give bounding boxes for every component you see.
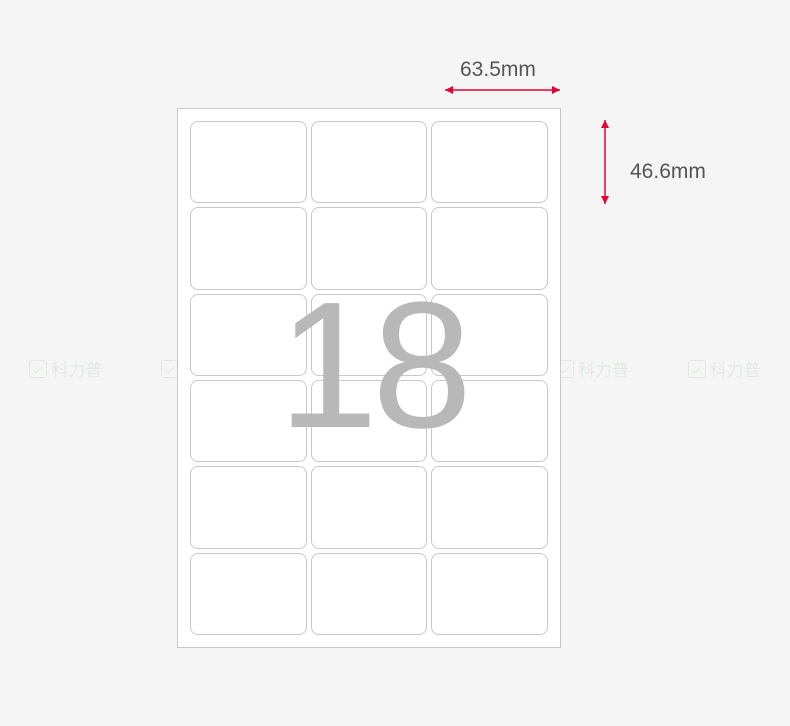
label-cell: [190, 553, 307, 635]
watermark-item: 科力普: [688, 356, 761, 381]
label-cell: [431, 553, 548, 635]
watermark-text: 科力普: [710, 356, 761, 381]
watermark-item: 科力普: [556, 356, 629, 381]
label-cell: [311, 121, 428, 203]
count-number: 18: [278, 276, 466, 456]
width-dimension-arrow: [435, 80, 570, 100]
height-dimension-arrow: [595, 110, 615, 214]
height-dimension-label: 46.6mm: [630, 160, 706, 184]
label-diagram: 科力普科力普科力普科力普科力普科力普 18 63.5mm 46.6mm: [0, 0, 790, 726]
watermark-text: 科力普: [578, 356, 629, 381]
label-cell: [311, 466, 428, 548]
label-cell: [431, 466, 548, 548]
label-cell: [431, 121, 548, 203]
label-cell: [190, 466, 307, 548]
watermark-check-icon: [688, 360, 706, 378]
watermark-text: 科力普: [51, 356, 102, 381]
label-cell: [311, 553, 428, 635]
watermark-item: 科力普: [29, 356, 102, 381]
width-dimension-label: 63.5mm: [460, 58, 536, 82]
watermark-check-icon: [29, 360, 47, 378]
label-cell: [190, 121, 307, 203]
